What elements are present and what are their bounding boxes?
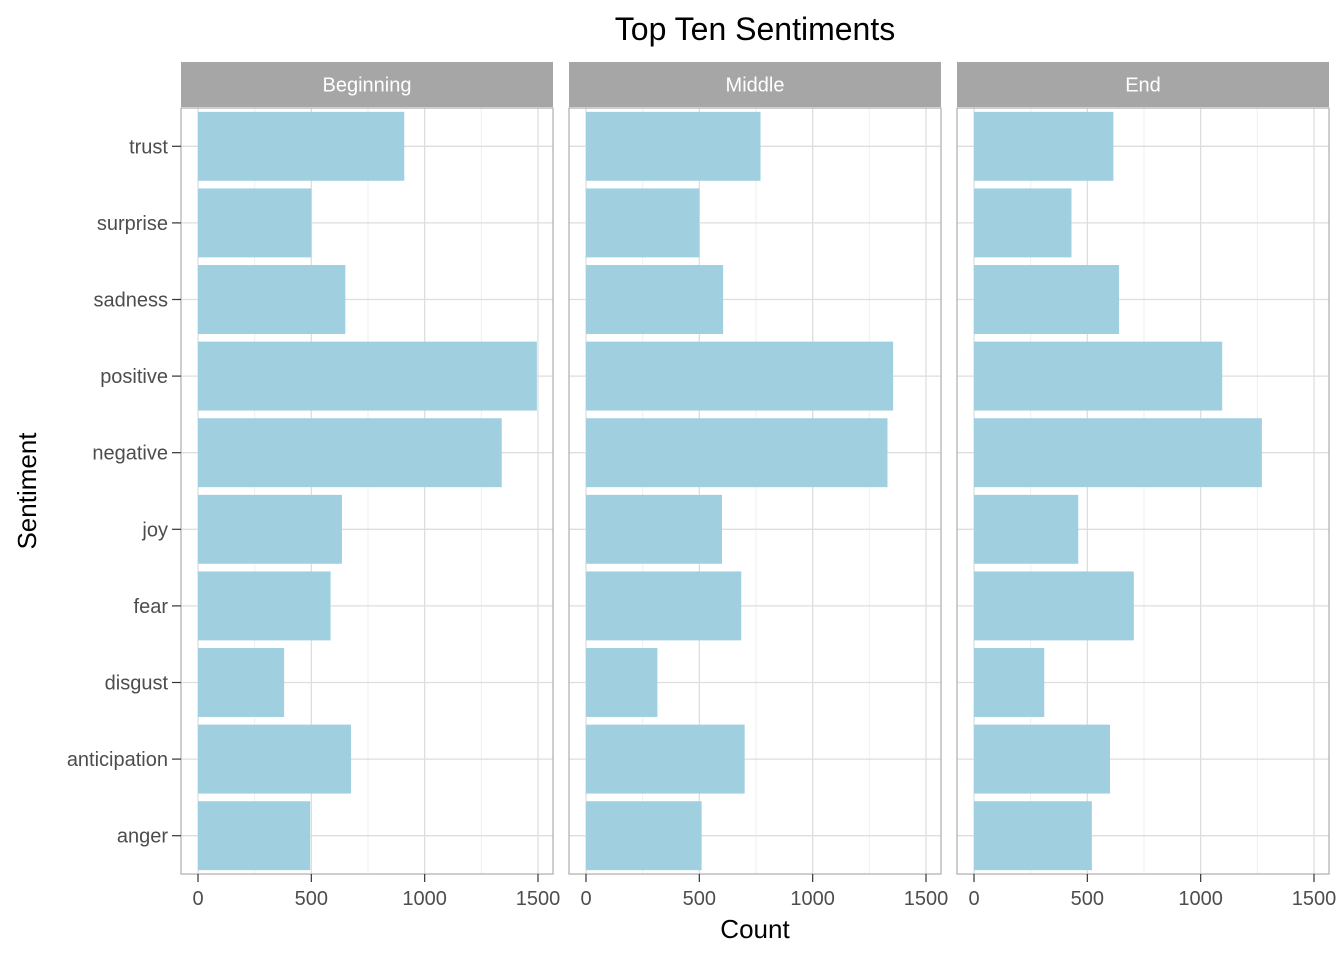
- bar-sadness: [586, 265, 724, 334]
- bar-positive: [198, 341, 537, 411]
- y-tick-label-surprise: surprise: [97, 213, 168, 235]
- bar-sadness: [198, 265, 346, 334]
- bar-joy: [586, 494, 722, 564]
- bar-anticipation: [198, 724, 351, 794]
- bar-anger: [198, 801, 311, 871]
- bar-negative: [974, 418, 1262, 488]
- x-tick-label: 0: [580, 888, 591, 910]
- bar-disgust: [198, 648, 285, 717]
- x-tick-label: 500: [683, 888, 716, 910]
- facet-panel-middle: Middle 0 500 1000 1500: [568, 62, 949, 910]
- bar-disgust: [974, 648, 1045, 717]
- y-tick-label-negative: negative: [92, 443, 168, 465]
- x-tick-label: 1500: [1292, 888, 1337, 910]
- bar-positive: [974, 341, 1223, 411]
- bar-trust: [586, 111, 761, 181]
- facet-strip: [957, 62, 1329, 107]
- bar-negative: [586, 418, 888, 488]
- bar-fear: [586, 571, 742, 641]
- y-tick-label-anger: anger: [117, 826, 168, 848]
- y-tick-label-disgust: disgust: [105, 673, 169, 695]
- chart-title: Top Ten Sentiments: [615, 11, 895, 47]
- bar-positive: [586, 341, 894, 411]
- bar-trust: [198, 111, 405, 181]
- bar-anticipation: [586, 724, 745, 794]
- x-tick-label: 500: [295, 888, 328, 910]
- x-tick-label: 1500: [516, 888, 561, 910]
- bar-surprise: [198, 188, 312, 258]
- facet-strip-label: End: [1125, 75, 1161, 97]
- bar-joy: [198, 494, 342, 564]
- bar-sadness: [974, 265, 1120, 334]
- y-tick-label-sadness: sadness: [94, 290, 169, 312]
- facet-panel-end: End 0 500 1000 1500: [956, 62, 1337, 910]
- x-tick-label: 500: [1071, 888, 1104, 910]
- y-tick-label-anticipation: anticipation: [67, 749, 168, 771]
- bar-surprise: [586, 188, 700, 258]
- bar-fear: [198, 571, 331, 641]
- bar-trust: [974, 111, 1114, 181]
- bar-surprise: [974, 188, 1072, 258]
- facet-strip: [569, 62, 941, 107]
- x-tick-label: 1500: [904, 888, 949, 910]
- x-tick-label: 1000: [790, 888, 835, 910]
- bar-joy: [974, 494, 1079, 564]
- bar-anger: [974, 801, 1092, 871]
- x-tick-label: 1000: [1178, 888, 1223, 910]
- bar-disgust: [586, 648, 658, 717]
- y-tick-label-trust: trust: [129, 136, 168, 158]
- x-tick-label: 0: [192, 888, 203, 910]
- y-tick-label-fear: fear: [134, 596, 169, 618]
- facet-panel-beginning: Beginning 0 500 1000 1500: [180, 62, 561, 910]
- y-axis-title: Sentiment: [12, 432, 42, 550]
- panel-border: [956, 107, 1330, 875]
- x-tick-label: 0: [968, 888, 979, 910]
- panel-border: [180, 107, 554, 875]
- panel-border: [568, 107, 942, 875]
- y-axis-tick-labels: trust surprise sadness positive negative joy f…: [67, 136, 181, 848]
- bar-negative: [198, 418, 502, 488]
- x-tick-label: 1000: [402, 888, 447, 910]
- y-tick-label-joy: joy: [141, 519, 168, 541]
- bar-anger: [586, 801, 702, 871]
- x-axis-title: Count: [720, 914, 790, 944]
- facet-strip: [181, 62, 553, 107]
- bar-anticipation: [974, 724, 1110, 794]
- bar-fear: [974, 571, 1134, 641]
- y-tick-label-positive: positive: [100, 366, 168, 388]
- facet-strip-label: Middle: [726, 75, 785, 97]
- facet-strip-label: Beginning: [323, 75, 412, 97]
